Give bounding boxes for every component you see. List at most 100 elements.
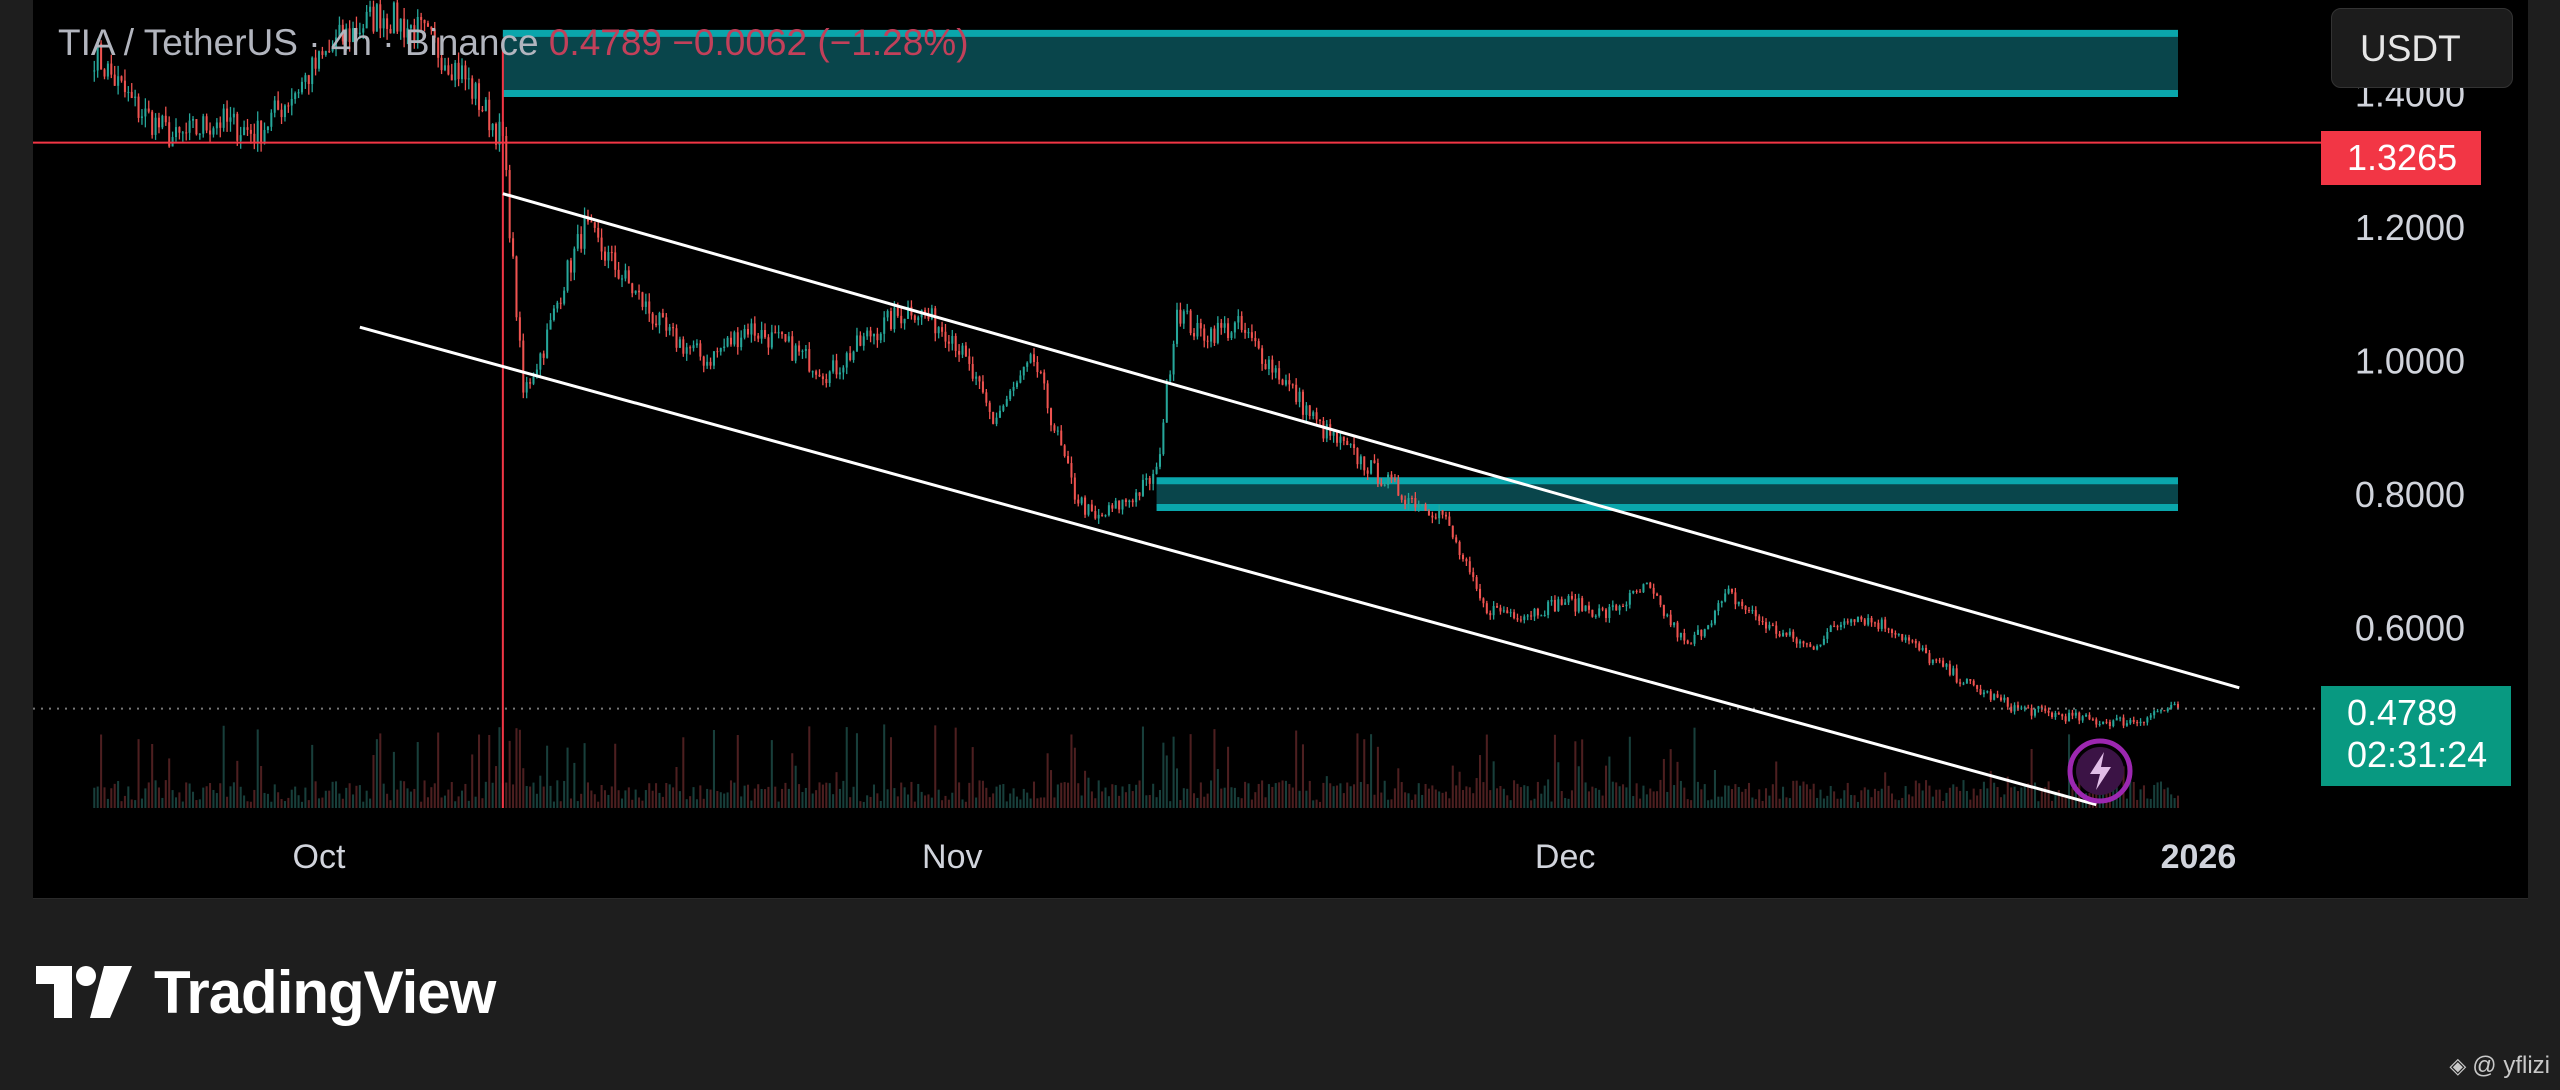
volume-bar — [1928, 785, 1931, 808]
volume-bar — [508, 740, 511, 808]
volume-bar — [1216, 769, 1219, 808]
candle-body — [103, 69, 106, 77]
candle-body — [1318, 419, 1322, 421]
candle-body — [1267, 359, 1270, 370]
candle-body — [1019, 375, 1022, 383]
alert-icon[interactable] — [2067, 738, 2133, 804]
volume-bar — [825, 782, 828, 808]
volume-bar — [260, 766, 263, 808]
volume-bar — [893, 788, 896, 808]
channel-trendline-1[interactable] — [502, 192, 2240, 690]
volume-bar — [460, 790, 464, 808]
candle-body — [178, 127, 181, 133]
candle-body — [549, 320, 552, 330]
candle-body — [2071, 712, 2074, 716]
candle-body — [1530, 615, 1533, 617]
volume-bar — [2023, 786, 2026, 808]
candle-body — [2142, 721, 2145, 723]
candle-body — [1979, 688, 1982, 695]
candle-body — [522, 340, 525, 393]
candle-body — [934, 308, 937, 334]
candle-body — [2136, 722, 2139, 724]
candle-body — [1179, 309, 1182, 324]
volume-bar — [1598, 789, 1601, 808]
volume-bar — [386, 793, 389, 808]
volume-bar — [369, 798, 372, 808]
candle-body — [1210, 328, 1213, 342]
volume-bar — [729, 780, 732, 808]
volume-bar — [2153, 784, 2156, 808]
candle-body — [1022, 366, 1025, 376]
candle-body — [1240, 316, 1243, 330]
tradingview-logo[interactable]: TradingView — [36, 959, 496, 1026]
volume-bar — [668, 784, 671, 808]
volume-bar — [1754, 799, 1757, 808]
volume-bar — [1356, 733, 1359, 808]
candle-body — [845, 353, 848, 368]
channel-trendline-2[interactable] — [359, 325, 2097, 807]
volume-bar — [280, 799, 283, 808]
candle-body — [1754, 610, 1757, 617]
volume-bar — [1230, 787, 1233, 808]
candle-body — [1836, 626, 1839, 628]
volume-bar — [1513, 780, 1516, 808]
volume-bar — [1063, 782, 1066, 808]
volume-bar — [1101, 791, 1104, 808]
candle-body — [1564, 602, 1567, 605]
volume-bar — [1642, 785, 1645, 808]
symbol-legend[interactable]: TIA / TetherUS · 4h · Binance 0.4789 −0.… — [58, 22, 969, 64]
candle-body — [202, 116, 205, 134]
volume-bar — [719, 792, 722, 808]
volume-bar — [314, 781, 317, 808]
volume-bar — [532, 782, 535, 808]
candle-body — [386, 18, 389, 29]
volume-bar — [954, 727, 957, 808]
candle-body — [290, 99, 293, 106]
candle-body — [243, 127, 246, 136]
volume-bar — [791, 753, 794, 808]
candle-body — [1284, 380, 1287, 385]
supply-zone-2[interactable] — [1156, 480, 2178, 508]
candle-body — [1628, 593, 1631, 605]
volume-bar — [1107, 796, 1110, 808]
candle-body — [209, 130, 212, 135]
candle-body — [1084, 497, 1087, 515]
volume-bar — [964, 801, 967, 808]
candle-body — [665, 317, 668, 331]
volume-bar — [1812, 783, 1815, 808]
candle-body — [1543, 615, 1546, 617]
candle-body — [1683, 632, 1686, 641]
volume-bar — [1833, 791, 1836, 808]
candle-body — [1976, 685, 1979, 689]
volume-bar — [2129, 780, 2132, 808]
candle-body — [355, 28, 358, 35]
volume-bar — [1482, 782, 1485, 808]
volume-bar — [1724, 785, 1727, 808]
volume-bar — [1189, 734, 1192, 808]
candle-body — [1805, 643, 1808, 645]
candle-body — [1295, 384, 1298, 402]
candle-body — [239, 135, 242, 141]
candle-body — [2163, 710, 2166, 712]
volume-bar — [1996, 787, 1999, 808]
candle-body — [876, 333, 879, 341]
volume-bar — [2057, 790, 2060, 808]
volume-bar — [614, 743, 617, 808]
volume-bar — [1584, 782, 1587, 808]
candle-body — [430, 26, 433, 30]
candle-body — [1387, 474, 1390, 485]
volume-bar — [2044, 787, 2047, 808]
volume-bar — [627, 787, 630, 808]
current-price-label: 0.4789 — [2347, 692, 2458, 733]
candle-body — [2023, 707, 2026, 709]
volume-bar — [1989, 770, 1992, 808]
currency-button[interactable]: USDT — [2331, 8, 2513, 88]
chart-panel[interactable] — [33, 0, 2528, 899]
volume-bar — [794, 765, 797, 808]
supply-zone-1[interactable] — [502, 33, 2178, 94]
volume-bar — [961, 799, 964, 808]
volume-bar — [345, 787, 348, 808]
candle-body — [1986, 691, 1989, 693]
volume-bar — [1666, 791, 1669, 808]
